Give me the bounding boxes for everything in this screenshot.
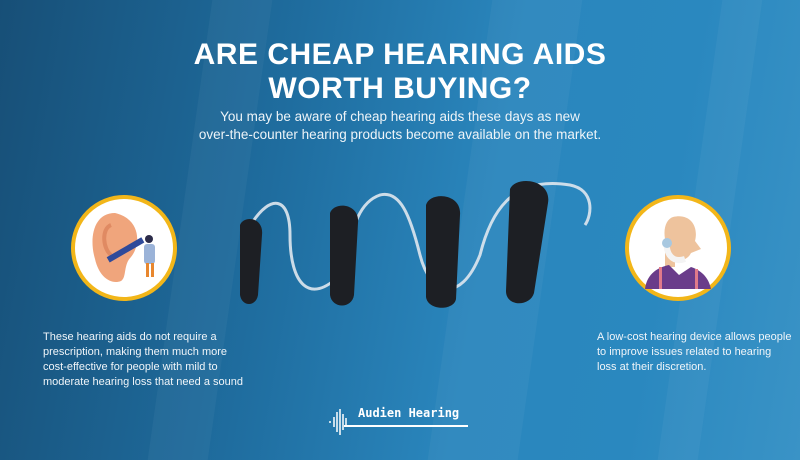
hearing-aid-device — [240, 180, 549, 308]
caption-line: cost-effective for people with mild to — [43, 361, 218, 373]
elderly-man-hearing-aid-illustration — [625, 195, 731, 301]
logo-underline — [344, 425, 468, 427]
audien-hearing-logo: Audien Hearing — [328, 404, 478, 436]
ear-examination-illustration — [71, 195, 177, 301]
caption-line: loss at their discretion. — [597, 361, 707, 373]
hearing-aids-illustration — [240, 180, 592, 308]
title-line: ARE CHEAP HEARING AIDS — [193, 38, 607, 71]
caption-line: prescription, making them much more — [43, 346, 228, 358]
sound-wave-icon — [329, 409, 347, 435]
subtitle-line: You may be aware of cheap hearing aids t… — [220, 109, 580, 124]
caption-line: These hearing aids do not require a — [43, 331, 217, 343]
title-line: WORTH BUYING? — [268, 72, 532, 105]
logo-text: Audien Hearing — [358, 406, 460, 420]
right-caption: A low-cost hearing device allows people … — [597, 330, 791, 375]
subtitle-line: over-the-counter hearing products become… — [198, 127, 602, 142]
subtitle: You may be aware of cheap hearing aids t… — [0, 108, 800, 144]
left-caption: These hearing aids do not require a pres… — [43, 330, 243, 390]
page-title: ARE CHEAP HEARING AIDS WORTH BUYING? — [0, 38, 800, 106]
caption-line: A low-cost hearing device allows people — [597, 331, 792, 343]
caption-line: to improve issues related to hearing — [597, 346, 772, 358]
caption-line: moderate hearing loss that need a sound — [43, 376, 243, 388]
